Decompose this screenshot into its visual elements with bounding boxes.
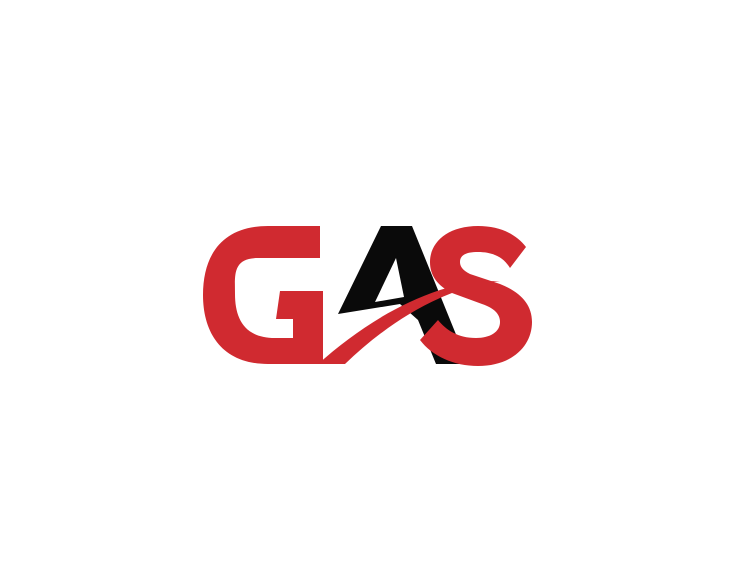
swoosh-icon: [318, 281, 500, 364]
letter-a-counter-icon: [375, 258, 404, 302]
letter-g-icon: [203, 226, 323, 364]
letter-s-icon: [420, 226, 532, 366]
